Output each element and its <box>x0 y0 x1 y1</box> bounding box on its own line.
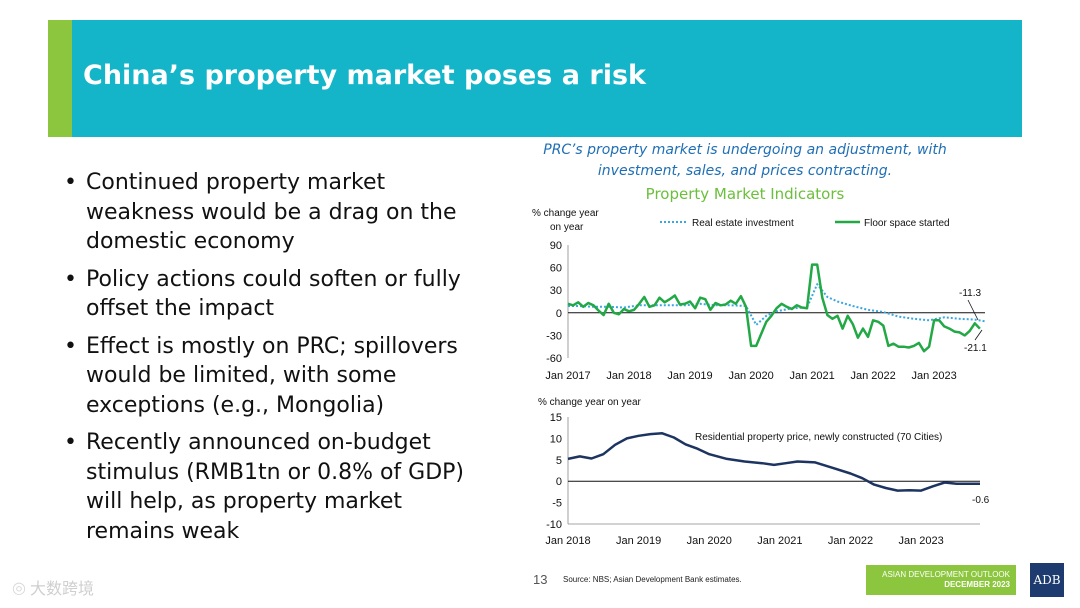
y-tick-label: 0 <box>556 476 562 488</box>
bullet-dot-icon: • <box>64 333 77 359</box>
chart-caption-line2: investment, sales, and prices contractin… <box>597 163 893 179</box>
x-tick-label: Jan 2021 <box>789 370 834 382</box>
x-tick-label: Jan 2018 <box>606 370 651 382</box>
watermark-logo-icon: ◎ <box>12 577 26 597</box>
bullet-item: • Recently announced on-budget stimulus (… <box>60 428 490 546</box>
chart-subtitle: Property Market Indicators <box>645 185 845 203</box>
annotation-price-value: -0.6 <box>972 495 990 506</box>
adb-logo: ADB <box>1030 563 1064 597</box>
bullet-item: • Continued property market weakness woul… <box>60 168 490 257</box>
y-tick-label: -60 <box>546 353 562 365</box>
title-banner: China’s property market poses a risk <box>48 20 1022 137</box>
annotation-investment-leader <box>967 299 979 321</box>
y-tick-label: -10 <box>546 519 562 531</box>
bullet-text: Policy actions could soften or fully off… <box>86 266 461 322</box>
watermark: ◎ 大数跨境 <box>12 575 94 599</box>
y-tick-label: -30 <box>546 330 562 342</box>
y-tick-label: -5 <box>552 498 562 510</box>
bullet-item: • Effect is mostly on PRC; spillovers wou… <box>60 332 490 421</box>
x-tick-label: Jan 2022 <box>850 370 895 382</box>
legend-investment-label: Real estate investment <box>692 218 794 229</box>
x-tick-label: Jan 2023 <box>912 370 957 382</box>
slide-title: China’s property market poses a risk <box>83 60 646 91</box>
y-tick-label: 0 <box>556 308 562 320</box>
x-tick-label: Jan 2017 <box>545 370 590 382</box>
x-tick-label: Jan 2020 <box>728 370 773 382</box>
annotation-investment-value: -11.3 <box>959 288 981 299</box>
series-line-2 <box>567 263 981 353</box>
bullet-text: Recently announced on-budget stimulus (R… <box>86 430 465 544</box>
chart1-ylabel-line2: on year <box>550 222 584 233</box>
bullet-dot-icon: • <box>64 170 77 195</box>
bullet-item: • Policy actions could soften or fully of… <box>60 265 490 324</box>
series-line-1 <box>567 432 980 492</box>
page-number: 13 <box>533 572 548 587</box>
y-tick-label: 10 <box>550 433 562 445</box>
chart1-ylabel-line1: % change year <box>532 208 599 219</box>
bullet-dot-icon: • <box>64 430 77 455</box>
x-tick-label: Jan 2022 <box>828 535 873 547</box>
annotation-floor-space-value: -21.1 <box>964 343 987 354</box>
x-tick-label: Jan 2020 <box>687 535 732 547</box>
bullet-dot-icon: • <box>64 266 77 292</box>
bullet-list: • Continued property market weakness woul… <box>60 168 490 554</box>
chart2-series-label: Residential property price, newly constr… <box>695 432 942 443</box>
bullet-text: Effect is mostly on PRC; spillovers woul… <box>86 333 458 418</box>
x-tick-label: Jan 2019 <box>616 535 661 547</box>
chart2-ylabel: % change year on year <box>538 397 642 408</box>
x-tick-label: Jan 2018 <box>545 535 590 547</box>
y-tick-label: 15 <box>550 412 562 424</box>
x-tick-label: Jan 2019 <box>667 370 712 382</box>
ado-badge: ASIAN DEVELOPMENT OUTLOOK DECEMBER 2023 <box>866 565 1016 595</box>
source-note: Source: NBS; Asian Development Bank esti… <box>563 575 742 584</box>
chart-caption-line1: PRC’s property market is undergoing an a… <box>543 142 947 158</box>
y-tick-label: 60 <box>550 263 562 275</box>
banner-accent-bar <box>48 20 72 137</box>
bullet-text: Continued property market weakness would… <box>86 170 457 254</box>
ado-badge-date: DECEMBER 2023 <box>944 580 1010 589</box>
x-tick-label: Jan 2021 <box>757 535 802 547</box>
series-line-1 <box>568 283 986 326</box>
legend-floor-space-label: Floor space started <box>864 218 950 229</box>
ado-badge-title: ASIAN DEVELOPMENT OUTLOOK <box>882 570 1010 579</box>
x-tick-label: Jan 2023 <box>899 535 944 547</box>
y-tick-label: 90 <box>550 240 562 252</box>
y-tick-label: 5 <box>556 455 562 467</box>
y-tick-label: 30 <box>550 285 562 297</box>
chart-caption: PRC’s property market is undergoing an a… <box>510 140 980 182</box>
annotation-floor-space-leader <box>974 329 983 341</box>
watermark-text: 大数跨境 <box>29 579 94 598</box>
